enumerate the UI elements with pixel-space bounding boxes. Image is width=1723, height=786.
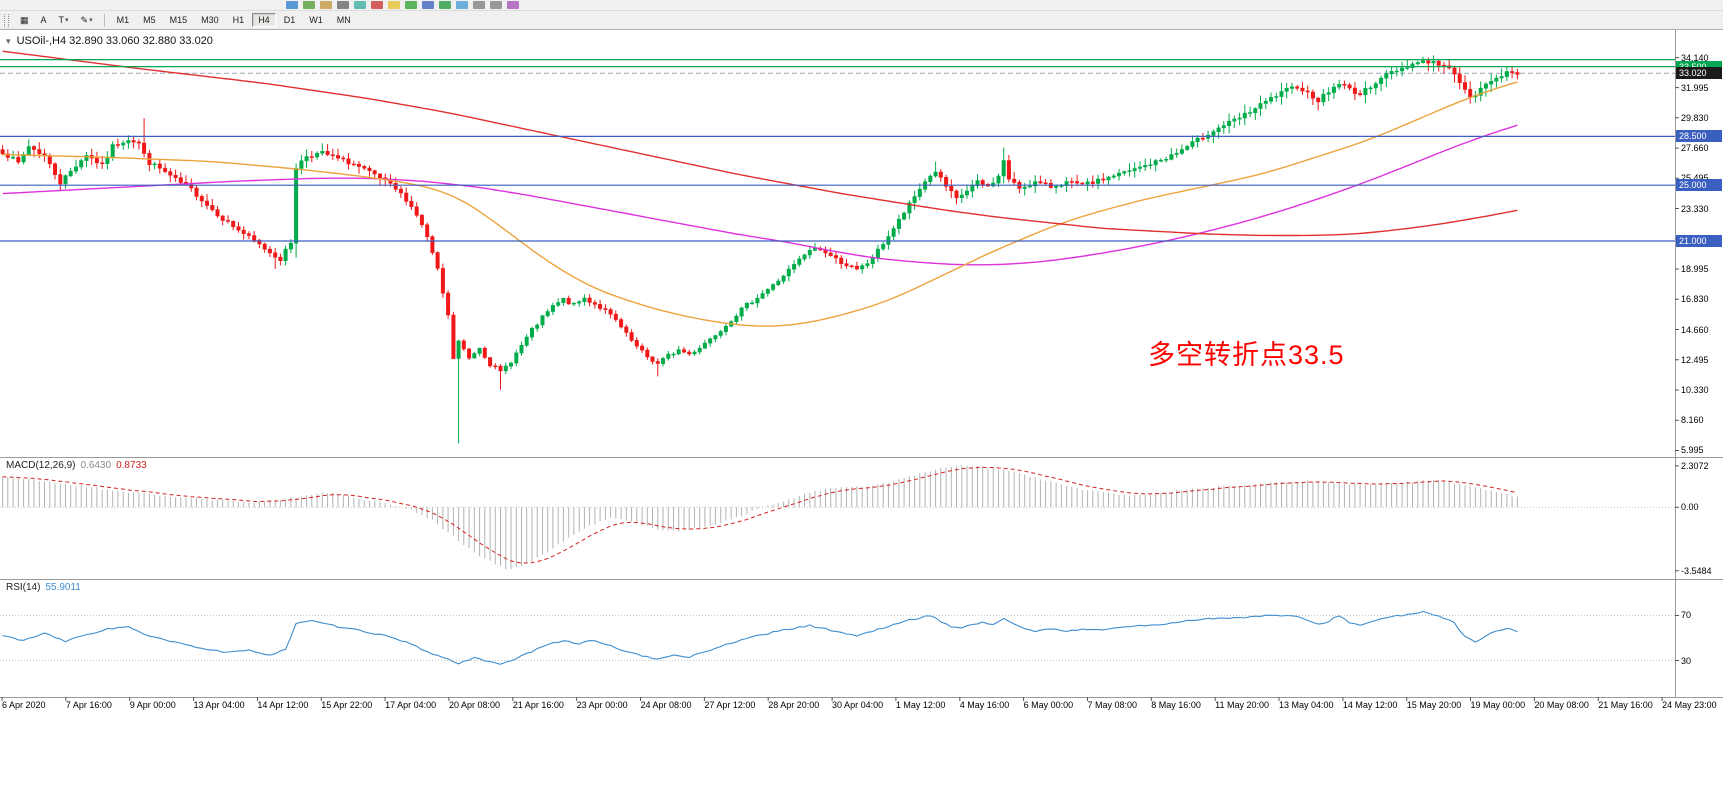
rsi-title: RSI(14) bbox=[6, 582, 41, 593]
timeframe-h1-button[interactable]: H1 bbox=[227, 13, 251, 27]
chart-candles-icon[interactable] bbox=[439, 1, 451, 9]
chart-ohlc-values: 32.890 33.060 32.880 33.020 bbox=[69, 35, 213, 47]
timeframe-m1-button[interactable]: M1 bbox=[111, 13, 136, 27]
price-axis[interactable] bbox=[1675, 30, 1723, 697]
toolbar-grip[interactable] bbox=[4, 13, 9, 27]
macd-main-value: 0.6430 bbox=[80, 460, 112, 471]
chart-plot-area[interactable] bbox=[0, 30, 1675, 697]
one-click-trading-toggle-icon[interactable]: ▾ bbox=[6, 36, 11, 46]
up-candle-bodies bbox=[11, 60, 1509, 372]
macd-signal-value: 0.8733 bbox=[116, 460, 147, 471]
time-axis[interactable] bbox=[0, 697, 1723, 713]
chart-bars-icon[interactable] bbox=[422, 1, 434, 9]
ma-fast-orange bbox=[2, 81, 1518, 327]
draw-tool-dropdown-button[interactable]: ✎ ▾ bbox=[76, 13, 98, 27]
main-toolbar-row bbox=[0, 0, 1723, 11]
toolbar-separator bbox=[103, 13, 105, 27]
timeframe-mn-button[interactable]: MN bbox=[331, 13, 357, 27]
timeframe-h4-button[interactable]: H4 bbox=[252, 13, 276, 27]
timeframe-m15-button[interactable]: M15 bbox=[164, 13, 194, 27]
chevron-down-icon: ▾ bbox=[65, 17, 69, 24]
new-order-icon[interactable] bbox=[371, 1, 383, 9]
text-label-tool-button[interactable]: A bbox=[36, 13, 52, 27]
metaeditor-icon[interactable] bbox=[388, 1, 400, 9]
indicators-list-icon[interactable] bbox=[507, 1, 519, 9]
terminal-icon[interactable] bbox=[337, 1, 349, 9]
rsi-line bbox=[2, 610, 1518, 665]
text-tool-dropdown-button[interactable]: T ▾ bbox=[54, 13, 74, 27]
chart-symbol-period: USOil-,H4 bbox=[16, 35, 67, 47]
timeframe-d1-button[interactable]: D1 bbox=[278, 13, 302, 27]
pencil-icon: ✎ bbox=[80, 14, 89, 25]
macd-histogram bbox=[2, 465, 1518, 570]
data-window-icon[interactable] bbox=[303, 1, 315, 9]
timeframes-group: M1 M5 M15 M30 H1 H4 D1 W1 MN bbox=[110, 13, 358, 27]
chevron-down-icon: ▾ bbox=[89, 17, 93, 24]
zoom-out-icon[interactable] bbox=[490, 1, 502, 9]
chart-annotation: 多空转折点33.5 bbox=[1148, 340, 1345, 370]
market-watch-icon[interactable] bbox=[286, 1, 298, 9]
timeframe-m5-button[interactable]: M5 bbox=[137, 13, 162, 27]
rsi-indicator-label: RSI(14) 55.9011 bbox=[6, 582, 81, 593]
macd-title: MACD(12,26,9) bbox=[6, 460, 76, 471]
text-tool-glyph: T bbox=[58, 15, 65, 25]
chart-header: ▾ USOil-,H4 32.890 33.060 32.880 33.020 bbox=[6, 35, 213, 47]
zoom-in-icon[interactable] bbox=[473, 1, 485, 9]
timeframe-w1-button[interactable]: W1 bbox=[303, 13, 329, 27]
chart-grid-tool-button[interactable]: ▦ bbox=[15, 13, 34, 27]
rsi-value: 55.9011 bbox=[45, 582, 81, 593]
timeframe-m30-button[interactable]: M30 bbox=[195, 13, 225, 27]
line-studies-toolbar-row: ▦ A T ▾ ✎ ▾ M1 M5 M15 M30 H1 H4 D1 W1 MN bbox=[0, 11, 1723, 30]
panel-separators bbox=[0, 457, 1723, 698]
macd-indicator-label: MACD(12,26,9) 0.6430 0.8733 bbox=[6, 460, 147, 471]
ma-medium-magenta bbox=[2, 124, 1518, 266]
toolbar: ▦ A T ▾ ✎ ▾ M1 M5 M15 M30 H1 H4 D1 W1 MN bbox=[0, 0, 1723, 30]
navigator-icon[interactable] bbox=[320, 1, 332, 9]
macd-signal-line bbox=[2, 466, 1518, 564]
autotrading-icon[interactable] bbox=[405, 1, 417, 9]
ma-slow-red bbox=[2, 50, 1518, 237]
time-axis-ticks bbox=[1, 697, 1663, 701]
down-candle-bodies bbox=[0, 60, 1520, 372]
strategy-tester-icon[interactable] bbox=[354, 1, 366, 9]
chart-line-icon[interactable] bbox=[456, 1, 468, 9]
